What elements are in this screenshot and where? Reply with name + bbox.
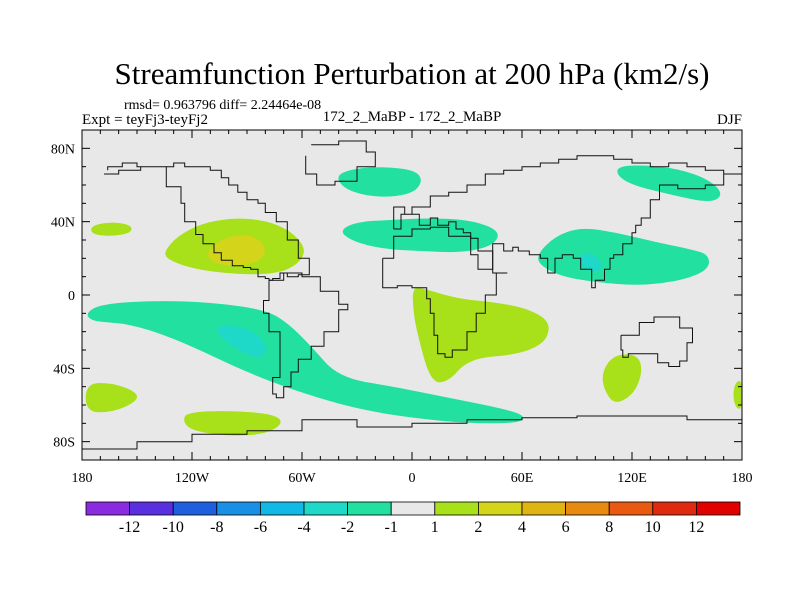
colorbar-swatch (696, 501, 741, 516)
x-tick-label: 0 (409, 471, 416, 486)
colorbar-label: -1 (385, 519, 398, 536)
colorbar-label: -8 (210, 519, 223, 536)
x-tick-label: 60W (288, 471, 316, 486)
coastline-antarctica (82, 415, 743, 450)
region-south-pacific-band (87, 301, 523, 424)
stats-label: rmsd= 0.963796 diff= 2.24464e-08 (124, 98, 321, 113)
colorbar-label: -10 (163, 519, 184, 536)
region-southwest-pacific-anomaly (85, 383, 137, 413)
region-arctic-europe-anomaly (338, 167, 421, 197)
x-tick-label: 60E (511, 471, 534, 486)
colorbar-swatch (390, 501, 436, 516)
colorbar-swatch (434, 501, 479, 516)
colorbar-label: -4 (297, 519, 310, 536)
colorbar-swatch (347, 501, 392, 516)
x-axis: 180 120W 60W 0 60E 120E 180 (72, 130, 753, 486)
colorbar-swatch (129, 501, 174, 516)
x-tick-label: 180 (72, 471, 93, 486)
coastline-south-america (263, 272, 349, 399)
region-asia-core (578, 252, 602, 272)
region-pacific-island-anomaly (91, 222, 132, 236)
coastline-north-america (104, 162, 310, 281)
colorbar-label: -12 (119, 519, 140, 536)
region-north-atlantic-anomaly (342, 218, 498, 253)
y-tick-label: 0 (68, 289, 75, 304)
colorbar-swatch (608, 501, 654, 516)
coastline-eurasia (393, 155, 742, 289)
x-tick-label: 180 (732, 471, 753, 486)
region-north-pacific-core (208, 235, 265, 267)
colorbar-label: 4 (518, 519, 526, 536)
region-south-pacific-core (217, 325, 267, 357)
y-tick-label: 80N (51, 142, 75, 157)
colorbar-label: 6 (562, 519, 570, 536)
region-south-atlantic-east-anomaly (733, 380, 742, 409)
anomaly-regions (85, 165, 742, 436)
y-tick-label: 80S (53, 436, 75, 451)
y-axis: 80N 40N 0 40S 80S (51, 142, 742, 451)
x-tick-label: 120E (617, 471, 647, 486)
colorbar-swatch (172, 501, 218, 516)
region-asia-anomaly (538, 228, 709, 285)
region-southern-ocean-anomaly (184, 411, 281, 436)
colorbar-swatch (477, 501, 523, 516)
coastline-greenland (305, 140, 376, 186)
colorbar-label: 8 (605, 519, 613, 536)
expt-label: Expt = teyFj3-teyFj2 (82, 112, 208, 128)
colorbar-label: -2 (341, 519, 354, 536)
y-tick-label: 40N (51, 216, 75, 231)
coastline-australia (620, 316, 693, 367)
colorbar-label: 10 (645, 519, 661, 536)
colorbar-label: -6 (254, 519, 267, 536)
colorbar-swatch (259, 501, 305, 516)
region-siberia-anomaly (617, 165, 721, 202)
season-label: DJF (717, 112, 742, 128)
coastline-layer (82, 140, 743, 450)
colorbar-swatch (303, 501, 348, 516)
colorbar-swatch (85, 501, 130, 516)
case-label: 172_2_MaBP - 172_2_MaBP (323, 109, 502, 125)
colorbar: -12 -10 -8 -6 -4 -2 -1 1 2 4 6 8 10 12 (85, 501, 741, 536)
colorbar-swatch (216, 501, 261, 516)
colorbar-label: 12 (688, 519, 704, 536)
y-tick-label: 40S (53, 362, 75, 377)
region-indian-ocean-anomaly (602, 354, 642, 402)
colorbar-swatch (652, 501, 697, 516)
colorbar-label: 1 (431, 519, 439, 536)
chart-title: Streamfunction Perturbation at 200 hPa (… (115, 56, 710, 91)
colorbar-swatch (521, 501, 566, 516)
colorbar-swatch (565, 501, 610, 516)
colorbar-label: 2 (474, 519, 482, 536)
coastline-africa (382, 226, 508, 358)
region-africa-anomaly (412, 287, 549, 383)
x-tick-label: 120W (175, 471, 210, 486)
